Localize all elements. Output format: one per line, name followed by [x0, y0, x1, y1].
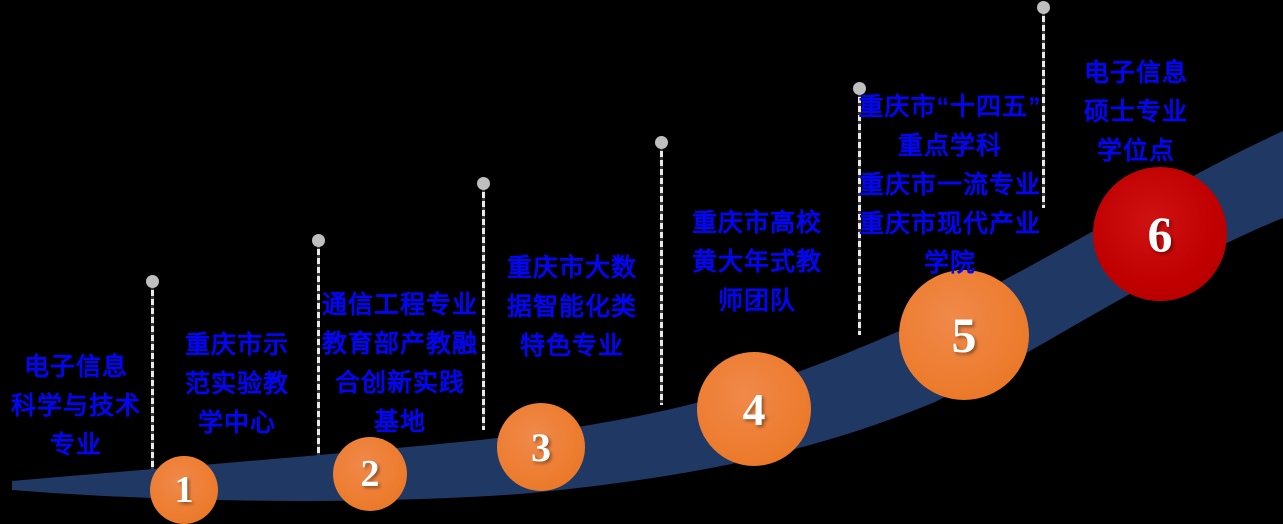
label-line: 学中心	[197, 409, 276, 437]
connector-dot-5	[853, 82, 866, 95]
milestone-circle-2: 2	[333, 437, 407, 511]
milestone-number: 3	[531, 424, 551, 470]
label-line: 科学与技术	[10, 392, 141, 420]
label-line: 师团队	[717, 287, 796, 315]
label-line: 重庆市高校	[691, 209, 822, 237]
milestone-circle-6: 6	[1093, 167, 1227, 301]
label-line: 专业	[49, 431, 102, 459]
milestone-circle-3: 3	[497, 403, 585, 491]
label-line: 重点学科	[897, 132, 1002, 160]
label-line: 范实验教	[184, 370, 289, 398]
milestone-number: 2	[360, 453, 380, 495]
achievement-label-5: 重庆市高校 黄大年式教 师团队	[675, 204, 839, 321]
achievement-label-2: 重庆市示 范实验教 学中心	[167, 326, 307, 443]
label-line: 通信工程专业	[321, 291, 478, 319]
achievement-label-4: 重庆市大数 据智能化类 特色专业	[490, 249, 654, 366]
achievement-label-7: 电子信息 硕士专业 学位点	[1054, 54, 1218, 171]
label-line: 学院	[923, 249, 976, 277]
connector-dot-3	[477, 177, 490, 190]
achievement-label-3: 通信工程专业 教育部产教融 合创新实践 基地	[318, 286, 482, 442]
label-line: 重庆市“十四五”	[858, 93, 1042, 121]
label-line: 重庆市大数	[506, 254, 637, 282]
connector-dot-2	[312, 234, 325, 247]
label-line: 学位点	[1096, 137, 1175, 165]
label-line: 电子信息	[1083, 59, 1188, 87]
milestone-circle-5: 5	[899, 270, 1029, 400]
label-line: 重庆市一流专业	[858, 171, 1041, 199]
milestone-number: 5	[951, 307, 977, 363]
connector-line-1	[151, 281, 154, 478]
label-line: 据智能化类	[506, 293, 637, 321]
milestone-number: 4	[742, 383, 766, 435]
achievement-label-1: 电子信息 科学与技术 专业	[6, 348, 146, 465]
label-line: 重庆市现代产业	[858, 210, 1041, 238]
connector-dot-6	[1037, 1, 1050, 14]
connector-line-3	[482, 183, 485, 430]
label-line: 黄大年式教	[691, 248, 822, 276]
label-line: 特色专业	[519, 332, 624, 360]
milestone-circle-1: 1	[150, 456, 218, 524]
label-line: 重庆市示	[184, 331, 289, 359]
label-line: 教育部产教融	[321, 330, 478, 358]
milestone-number: 6	[1147, 206, 1173, 262]
label-line: 基地	[373, 408, 426, 436]
connector-dot-1	[146, 275, 159, 288]
label-line: 硕士专业	[1083, 98, 1188, 126]
connector-dot-4	[655, 136, 668, 149]
connector-line-5	[858, 88, 861, 335]
growth-curve-path	[12, 131, 1283, 501]
milestone-circle-4: 4	[697, 352, 811, 466]
connector-line-4	[660, 142, 663, 405]
label-line: 电子信息	[23, 353, 128, 381]
label-line: 合创新实践	[334, 369, 465, 397]
milestone-number: 1	[174, 469, 194, 511]
connector-line-6	[1042, 7, 1045, 208]
connector-line-2	[317, 240, 320, 462]
achievement-label-6: 重庆市“十四五” 重点学科 重庆市一流专业 重庆市现代产业 学院	[853, 88, 1047, 283]
